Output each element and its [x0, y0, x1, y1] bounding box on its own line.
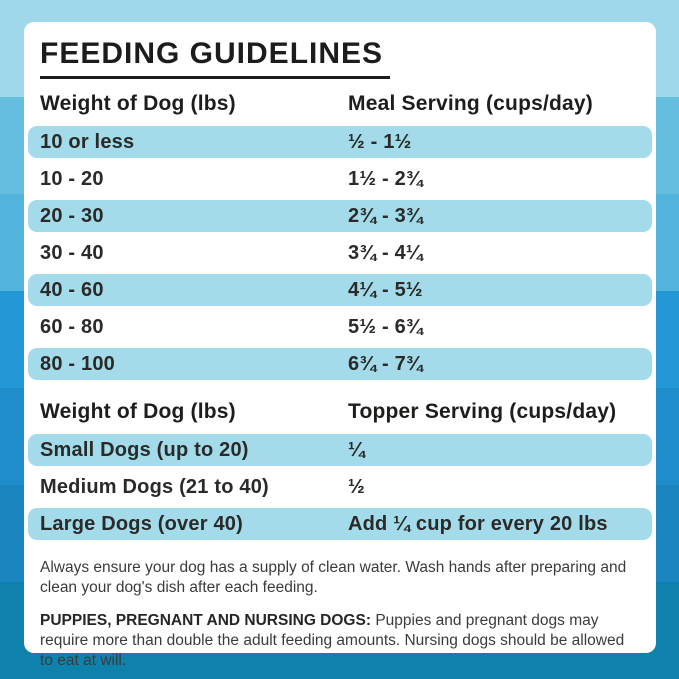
weight-cell: 30 - 40	[40, 241, 104, 264]
serving-cell: 6¾ - 7¾	[348, 352, 423, 375]
weight-cell: Medium Dogs (21 to 40)	[40, 475, 269, 498]
serving-cell: 2¾ - 3¾	[348, 204, 423, 227]
page-title: FEEDING GUIDELINES	[40, 37, 384, 70]
serving-cell: ½ - 1½	[348, 130, 412, 153]
puppies-note-label: PUPPIES, PREGNANT AND NURSING DOGS:	[40, 612, 371, 629]
table-row: Small Dogs (up to 20) ¼	[28, 434, 652, 466]
table-row: 40 - 60 4¼ - 5½	[28, 274, 652, 306]
table-row: 60 - 80 5½ - 6¾	[28, 311, 652, 343]
table-spacer	[24, 385, 656, 387]
meal-table: Weight of Dog (lbs) Meal Serving (cups/d…	[24, 90, 656, 380]
table-row: Medium Dogs (21 to 40) ½	[28, 471, 652, 503]
column-header-weight: Weight of Dog (lbs)	[40, 400, 236, 423]
column-header-topper-serving: Topper Serving (cups/day)	[348, 400, 617, 423]
weight-cell: 10 - 20	[40, 167, 104, 190]
footnotes: Always ensure your dog has a supply of c…	[40, 558, 640, 671]
column-header-meal-serving: Meal Serving (cups/day)	[348, 92, 594, 115]
weight-cell: 60 - 80	[40, 315, 104, 338]
water-note: Always ensure your dog has a supply of c…	[40, 559, 627, 596]
topper-table: Weight of Dog (lbs) Topper Serving (cups…	[24, 398, 656, 540]
table-row: Large Dogs (over 40) Add ¼ cup for every…	[28, 508, 652, 540]
table-row: 80 - 100 6¾ - 7¾	[28, 348, 652, 380]
weight-cell: 10 or less	[40, 130, 135, 153]
serving-cell: ¼	[348, 438, 365, 461]
meal-table-header: Weight of Dog (lbs) Meal Serving (cups/d…	[24, 90, 656, 118]
meal-table-body: 10 or less ½ - 1½ 10 - 20 1½ - 2¾ 20 - 3…	[24, 126, 656, 380]
serving-cell: 4¼ - 5½	[348, 278, 423, 301]
weight-cell: 80 - 100	[40, 352, 115, 375]
table-row: 10 - 20 1½ - 2¾	[28, 163, 652, 195]
weight-cell: 40 - 60	[40, 278, 104, 301]
title-underline	[40, 76, 390, 79]
column-header-weight: Weight of Dog (lbs)	[40, 92, 236, 115]
serving-cell: 1½ - 2¾	[348, 167, 423, 190]
weight-cell: Large Dogs (over 40)	[40, 512, 243, 535]
topper-table-header: Weight of Dog (lbs) Topper Serving (cups…	[24, 398, 656, 426]
feeding-guidelines-card: FEEDING GUIDELINES Weight of Dog (lbs) M…	[24, 22, 656, 669]
serving-cell: 5½ - 6¾	[348, 315, 423, 338]
serving-cell: ½	[348, 475, 365, 498]
serving-cell: Add ¼ cup for every 20 lbs	[348, 512, 608, 535]
serving-cell: 3¾ - 4¼	[348, 241, 423, 264]
table-row: 10 or less ½ - 1½	[28, 126, 652, 158]
weight-cell: Small Dogs (up to 20)	[40, 438, 249, 461]
topper-table-body: Small Dogs (up to 20) ¼ Medium Dogs (21 …	[24, 434, 656, 540]
table-row: 20 - 30 2¾ - 3¾	[28, 200, 652, 232]
weight-cell: 20 - 30	[40, 204, 104, 227]
table-row: 30 - 40 3¾ - 4¼	[28, 237, 652, 269]
puppies-note-text: Puppies and pregnant dogs may require mo…	[40, 612, 625, 669]
puppies-note: PUPPIES, PREGNANT AND NURSING DOGS: Pupp…	[40, 611, 640, 671]
